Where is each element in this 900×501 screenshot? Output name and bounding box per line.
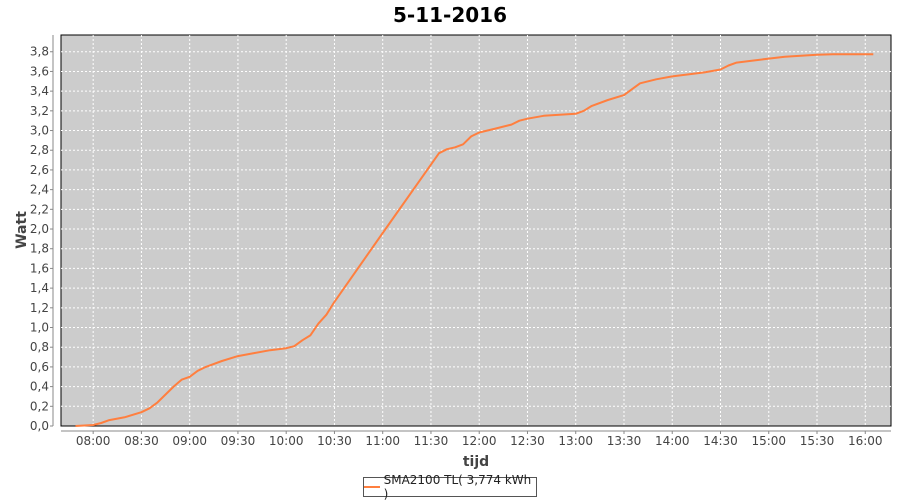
x-tick-label: 13:30 xyxy=(607,434,642,448)
y-tick-label: 2,6 xyxy=(30,163,49,177)
x-tick-label: 15:30 xyxy=(800,434,835,448)
x-axis-label: tijd xyxy=(463,454,489,470)
grid-lines xyxy=(61,35,891,426)
y-tick-label: 2,0 xyxy=(30,222,49,236)
y-tick-label: 0,8 xyxy=(30,340,49,354)
x-tick-label: 09:30 xyxy=(221,434,256,448)
x-axis: 08:00 08:30 09:00 09:30 10:00 10:30 11:00 11:30… xyxy=(61,430,891,448)
x-tick-label: 11:30 xyxy=(414,434,449,448)
y-tick-label: 3,6 xyxy=(30,64,49,78)
x-tick-label: 15:00 xyxy=(751,434,786,448)
y-axis: 0,0 0,2 0,4 0,6 0,8 1,0 1,2 1,4 1,6 1,8 2,0 2,2 2,4 2… xyxy=(30,35,54,433)
y-tick-label: 1,6 xyxy=(30,261,49,275)
x-tick-label: 14:30 xyxy=(703,434,738,448)
y-tick-label: 2,8 xyxy=(30,143,49,157)
y-tick-label: 3,2 xyxy=(30,104,49,118)
chart-title: 5-11-2016 xyxy=(393,3,507,27)
x-tick-label: 08:30 xyxy=(124,434,159,448)
x-tick-label: 16:00 xyxy=(848,434,883,448)
y-tick-label: 3,8 xyxy=(30,45,49,59)
y-tick-label: 0,2 xyxy=(30,399,49,413)
y-tick-label: 0,6 xyxy=(30,360,49,374)
y-tick-label: 3,0 xyxy=(30,124,49,138)
series-line xyxy=(75,53,874,427)
x-tick-label: 14:00 xyxy=(655,434,690,448)
y-tick-label: 0,4 xyxy=(30,380,49,394)
y-axis-label: Watt xyxy=(14,211,30,249)
y-tick-label: 2,2 xyxy=(30,202,49,216)
x-tick-label: 12:30 xyxy=(510,434,545,448)
series-layer xyxy=(75,53,874,427)
y-tick-label: 1,2 xyxy=(30,301,49,315)
x-tick-label: 08:00 xyxy=(76,434,111,448)
legend-label: SMA2100 TL( 3,774 kWh ) xyxy=(383,473,532,501)
x-tick-label: 10:30 xyxy=(317,434,352,448)
x-tick-label: 09:00 xyxy=(172,434,207,448)
y-tick-label: 1,0 xyxy=(30,321,49,335)
x-tick-label: 10:00 xyxy=(269,434,304,448)
y-tick-label: 3,4 xyxy=(30,84,49,98)
plot-area xyxy=(60,34,892,427)
y-tick-label: 2,4 xyxy=(30,183,49,197)
y-tick-label: 1,4 xyxy=(30,281,49,295)
x-tick-label: 11:00 xyxy=(365,434,400,448)
y-tick-label: 0,0 xyxy=(30,419,49,433)
y-tick-label: 1,8 xyxy=(30,242,49,256)
x-tick-label: 13:00 xyxy=(558,434,593,448)
x-tick-label: 12:00 xyxy=(462,434,497,448)
legend-swatch xyxy=(364,486,380,488)
legend: SMA2100 TL( 3,774 kWh ) xyxy=(363,473,537,501)
